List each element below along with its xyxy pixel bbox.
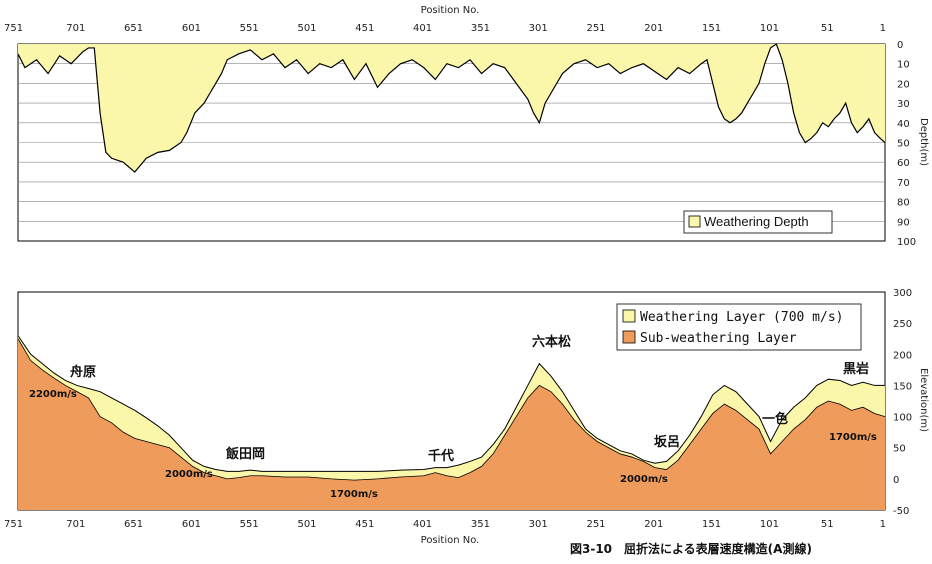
top-y-tick-labels: 0 10 20 30 40 50 60 70 80 90 100 bbox=[897, 40, 916, 248]
top-x-tick-label: 751 bbox=[4, 23, 23, 34]
place-label-iidaoka: 飯田岡 bbox=[225, 446, 265, 462]
top-y-tick-label: 60 bbox=[897, 158, 910, 169]
bottom-legend: Weathering Layer (700 m/s) Sub-weatherin… bbox=[616, 303, 862, 351]
top-x-tick-labels: 751 701 651 601 551 501 451 401 351 301 251 201 151 1… bbox=[4, 23, 886, 34]
velocity-label-5: 1700m/s bbox=[829, 432, 877, 443]
bottom-y-tick-label: 200 bbox=[893, 350, 912, 361]
bottom-x-tick-label: 51 bbox=[821, 519, 834, 530]
place-label-chiyo: 千代 bbox=[428, 448, 454, 464]
bottom-x-tick-label: 401 bbox=[413, 519, 432, 530]
top-x-tick-label: 351 bbox=[471, 23, 490, 34]
top-y-tick-label: 50 bbox=[897, 139, 910, 150]
top-x-tick-label: 651 bbox=[124, 23, 143, 34]
top-y-tick-label: 80 bbox=[897, 198, 910, 209]
top-x-tick-label: 601 bbox=[182, 23, 201, 34]
top-y-tick-label: 10 bbox=[897, 60, 910, 71]
bottom-x-tick-label: 201 bbox=[644, 519, 663, 530]
bottom-x-tick-label: 651 bbox=[124, 519, 143, 530]
top-y-tick-label: 90 bbox=[897, 217, 910, 228]
bottom-y-tick-label: -50 bbox=[893, 506, 909, 517]
place-label-roppommatsu: 六本松 bbox=[532, 334, 571, 350]
bottom-x-tick-label: 601 bbox=[182, 519, 201, 530]
top-x-tick-label: 251 bbox=[586, 23, 605, 34]
bottom-legend-box bbox=[616, 303, 862, 351]
weathering-depth-line bbox=[17, 43, 886, 173]
bottom-x-tick-labels: 751 701 651 601 551 501 451 401 351 301 251 201 151 1… bbox=[4, 519, 886, 530]
bottom-x-tick-label: 1 bbox=[880, 519, 886, 530]
top-y-tick-label: 30 bbox=[897, 99, 910, 110]
top-x-tick-label: 51 bbox=[821, 23, 834, 34]
top-x-tick-label: 401 bbox=[413, 23, 432, 34]
top-x-tick-label: 451 bbox=[355, 23, 374, 34]
bottom-x-tick-label: 451 bbox=[355, 519, 374, 530]
bottom-x-axis-title: Position No. bbox=[421, 535, 480, 546]
legend-label-sub-weathering-layer: Sub-weathering Layer bbox=[640, 331, 797, 346]
elevation-chart: 300 250 200 150 100 50 0 -50 Elevation(m) 751 70… bbox=[4, 288, 929, 546]
top-x-tick-label: 301 bbox=[529, 23, 548, 34]
top-y-tick-label: 20 bbox=[897, 79, 910, 90]
bottom-y-tick-label: 100 bbox=[893, 413, 912, 424]
top-y-tick-label: 70 bbox=[897, 178, 910, 189]
bottom-x-tick-label: 151 bbox=[702, 519, 721, 530]
bottom-x-tick-label: 501 bbox=[297, 519, 316, 530]
top-y-tick-label: 100 bbox=[897, 237, 916, 248]
legend-label-weathering-layer: Weathering Layer (700 m/s) bbox=[640, 310, 844, 325]
place-label-sakaro: 坂呂 bbox=[654, 434, 680, 450]
weathering-depth-area bbox=[18, 44, 885, 173]
legend-swatch-weathering-depth bbox=[688, 215, 701, 228]
velocity-label-2: 2000m/s bbox=[165, 469, 213, 480]
sub-weathering-layer-line bbox=[17, 338, 886, 481]
top-x-tick-label: 701 bbox=[66, 23, 85, 34]
legend-swatch-weathering-layer bbox=[622, 309, 636, 323]
top-x-axis-title: Position No. bbox=[421, 5, 480, 16]
top-y-axis-title: Depth(m) bbox=[918, 118, 929, 166]
legend-label-weathering-depth: Weathering Depth bbox=[704, 214, 809, 229]
place-label-kuroiwa: 黒岩 bbox=[843, 361, 869, 377]
bottom-x-tick-label: 351 bbox=[471, 519, 490, 530]
velocity-label-1: 2200m/s bbox=[29, 389, 77, 400]
top-x-tick-label: 1 bbox=[880, 23, 886, 34]
weathering-depth-chart: Position No. 751 701 651 601 551 501 451 401 351… bbox=[4, 5, 929, 248]
bottom-x-tick-label: 701 bbox=[66, 519, 85, 530]
legend-swatch-sub-weathering-layer bbox=[622, 330, 636, 344]
place-name-labels: 舟原 飯田岡 千代 六本松 坂呂 一色 黒岩 bbox=[70, 334, 869, 464]
bottom-series-areas bbox=[17, 335, 886, 510]
bottom-x-tick-label: 101 bbox=[760, 519, 779, 530]
top-x-tick-label: 551 bbox=[240, 23, 259, 34]
bottom-y-axis-title: Elevation(m) bbox=[918, 368, 929, 432]
place-label-isshiki: 一色 bbox=[762, 411, 788, 427]
top-x-tick-label: 201 bbox=[644, 23, 663, 34]
bottom-x-tick-label: 301 bbox=[529, 519, 548, 530]
top-legend-box bbox=[683, 210, 833, 234]
top-x-tick-label: 101 bbox=[760, 23, 779, 34]
place-label-funabara: 舟原 bbox=[70, 364, 96, 380]
bottom-x-tick-label: 551 bbox=[240, 519, 259, 530]
bottom-y-tick-label: 50 bbox=[893, 444, 906, 455]
weathering-layer-area bbox=[18, 335, 885, 510]
bottom-y-tick-label: 0 bbox=[893, 475, 899, 486]
velocity-label-3: 1700m/s bbox=[330, 489, 378, 500]
weathering-layer-line bbox=[17, 335, 885, 472]
bottom-y-tick-labels: 300 250 200 150 100 50 0 -50 bbox=[893, 288, 912, 517]
velocity-label-4: 2000m/s bbox=[620, 474, 668, 485]
top-y-tick-label: 0 bbox=[897, 40, 903, 51]
top-legend: Weathering Depth bbox=[683, 210, 833, 234]
bottom-x-tick-label: 751 bbox=[4, 519, 23, 530]
bottom-y-tick-label: 300 bbox=[893, 288, 912, 299]
velocity-labels: 2200m/s 2000m/s 1700m/s 2000m/s 1700m/s bbox=[29, 389, 877, 500]
bottom-x-tick-label: 251 bbox=[586, 519, 605, 530]
sub-weathering-layer-area bbox=[18, 338, 885, 510]
top-y-tick-label: 40 bbox=[897, 119, 910, 130]
top-x-tick-label: 501 bbox=[297, 23, 316, 34]
figure-caption: 図3-10 屈折法による表層速度構造(A測線) bbox=[570, 541, 812, 556]
bottom-y-tick-label: 150 bbox=[893, 381, 912, 392]
top-x-tick-label: 151 bbox=[702, 23, 721, 34]
top-series-area bbox=[17, 43, 886, 173]
bottom-y-tick-label: 250 bbox=[893, 319, 912, 330]
